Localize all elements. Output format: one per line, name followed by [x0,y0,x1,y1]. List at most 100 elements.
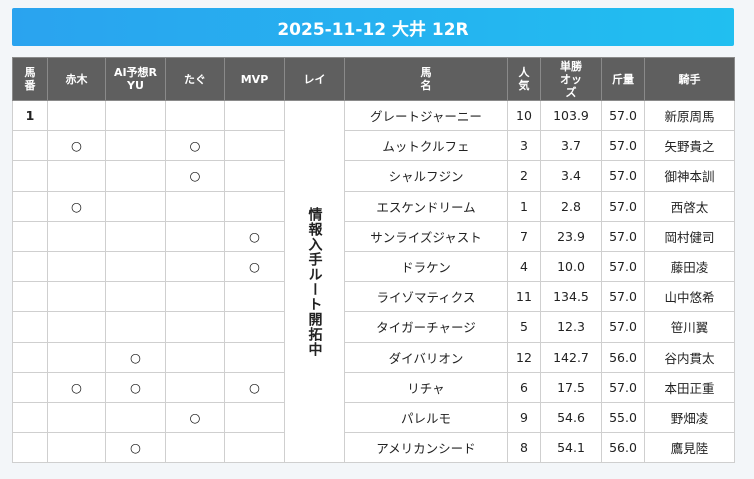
horse-number-cell: 3 [12,160,48,192]
race-title: 2025-11-12 大井 12R [277,19,469,40]
jockey-cell: 谷内貫太 [644,341,735,373]
akagi-mark-cell: ○ [47,371,106,403]
horse-number-cell: 7 [12,281,48,313]
horse-number-cell: 4 [12,190,48,222]
mvp-mark-cell [224,160,285,192]
weight-cell: 57.0 [601,130,645,162]
popularity-cell: 2 [507,160,541,192]
horse-number-cell: 10 [12,371,48,403]
tagu-mark-cell: ○ [165,160,225,192]
weight-cell: 57.0 [601,190,645,222]
horse-name-cell: グレートジャーニー [344,99,508,132]
akagi-mark-cell [47,432,106,464]
tagu-mark-cell [165,281,225,313]
akagi-mark-cell: ○ [47,190,106,222]
ai-ryu-mark-cell [105,281,166,313]
tagu-mark-cell [165,371,225,403]
weight-cell: 57.0 [601,160,645,192]
akagi-mark-cell [47,281,106,313]
win-odds-cell: 23.9 [540,220,602,252]
akagi-mark-cell [47,401,106,434]
popularity-cell: 4 [507,250,541,283]
weight-cell: 57.0 [601,250,645,283]
jockey-cell: 本田正重 [644,371,735,403]
header-kinryo: 斤量 [601,57,645,101]
popularity-cell: 3 [507,130,541,162]
header-jockey: 騎手 [644,57,735,101]
horse-number-cell: 8 [12,311,48,343]
weight-cell: 57.0 [601,220,645,252]
tagu-mark-cell [165,341,225,373]
popularity-cell: 8 [507,432,541,464]
akagi-mark-cell [47,99,106,132]
jockey-cell: 野畑凌 [644,401,735,434]
popularity-cell: 10 [507,99,541,132]
akagi-mark-cell: ○ [47,130,106,162]
horse-row: 6 ○ ドラケン 4 10.0 57.0 藤田凌 [12,250,735,283]
weight-cell: 57.0 [601,371,645,403]
ai-ryu-mark-cell [105,401,166,434]
horse-row: 2 ○ ○ ムットクルフェ 3 3.7 57.0 矢野貴之 [12,130,735,162]
header-rei: レイ [284,57,345,101]
horse-name-cell: シャルフジン [344,160,508,192]
ai-ryu-mark-cell [105,130,166,162]
header-mvp: MVP [224,57,285,101]
mvp-mark-cell [224,401,285,434]
ai-ryu-mark-cell [105,99,166,132]
jockey-cell: 矢野貴之 [644,130,735,162]
mvp-mark-cell [224,341,285,373]
mvp-mark-cell [224,99,285,132]
horse-name-cell: サンライズジャスト [344,220,508,252]
popularity-cell: 9 [507,401,541,434]
tagu-mark-cell: ○ [165,401,225,434]
win-odds-cell: 54.1 [540,432,602,464]
horse-number-cell: 2 [12,130,48,162]
horse-name-cell: エスケンドリーム [344,190,508,222]
horse-row: 7 ライゾマティクス 11 134.5 57.0 山中悠希 [12,281,735,313]
header-horse-name: 馬名 [344,57,508,101]
header-akagi: 赤木 [47,57,106,101]
tagu-mark-cell [165,190,225,222]
ai-ryu-mark-cell: ○ [105,371,166,403]
rei-note-text: 情報入手ルート開拓中 [306,206,323,357]
weight-cell: 55.0 [601,401,645,434]
race-table: 馬番 赤木 AI予想RYU たぐ MVP レイ 馬名 人気 単勝オッズ 斤量 騎… [12,57,735,464]
jockey-cell: 御神本訓 [644,160,735,192]
weight-cell: 57.0 [601,311,645,343]
ai-ryu-mark-cell [105,311,166,343]
header-umaban: 馬番 [12,57,48,101]
mvp-mark-cell [224,432,285,464]
horse-row: 8 タイガーチャージ 5 12.3 57.0 笹川翼 [12,311,735,343]
tagu-mark-cell [165,250,225,283]
horse-row: 10 ○ ○ ○ リチャ 6 17.5 57.0 本田正重 [12,371,735,403]
ai-ryu-mark-cell [105,250,166,283]
horse-number-cell: 6 [12,250,48,283]
horse-number-cell: 5 [12,220,48,252]
win-odds-cell: 3.7 [540,130,602,162]
horse-name-cell: ムットクルフェ [344,130,508,162]
mvp-mark-cell [224,311,285,343]
horse-row: 1 情報入手ルート開拓中 グレートジャーニー 10 103.9 57.0 新原周馬 [12,99,735,464]
jockey-cell: 鷹見陸 [644,432,735,464]
jockey-cell: 新原周馬 [644,99,735,132]
tagu-mark-cell [165,311,225,343]
akagi-mark-cell [47,220,106,252]
akagi-mark-cell [47,311,106,343]
win-odds-cell: 10.0 [540,250,602,283]
jockey-cell: 西啓太 [644,190,735,222]
win-odds-cell: 142.7 [540,341,602,373]
ai-ryu-mark-cell: ○ [105,432,166,464]
jockey-cell: 藤田凌 [644,250,735,283]
ai-ryu-mark-cell [105,160,166,192]
mvp-mark-cell [224,190,285,222]
ai-ryu-mark-cell [105,190,166,222]
race-card: 2025-11-12 大井 12R 馬番 赤木 AI予想RYU たぐ MVP レ… [12,8,735,464]
popularity-cell: 6 [507,371,541,403]
horse-number-cell: 11 [12,401,48,434]
mvp-mark-cell [224,281,285,313]
horse-row: 12 ○ アメリカンシード 8 54.1 56.0 鷹見陸 [12,432,735,464]
popularity-cell: 12 [507,341,541,373]
race-title-bar: 2025-11-12 大井 12R [12,8,734,46]
win-odds-cell: 134.5 [540,281,602,313]
akagi-mark-cell [47,250,106,283]
